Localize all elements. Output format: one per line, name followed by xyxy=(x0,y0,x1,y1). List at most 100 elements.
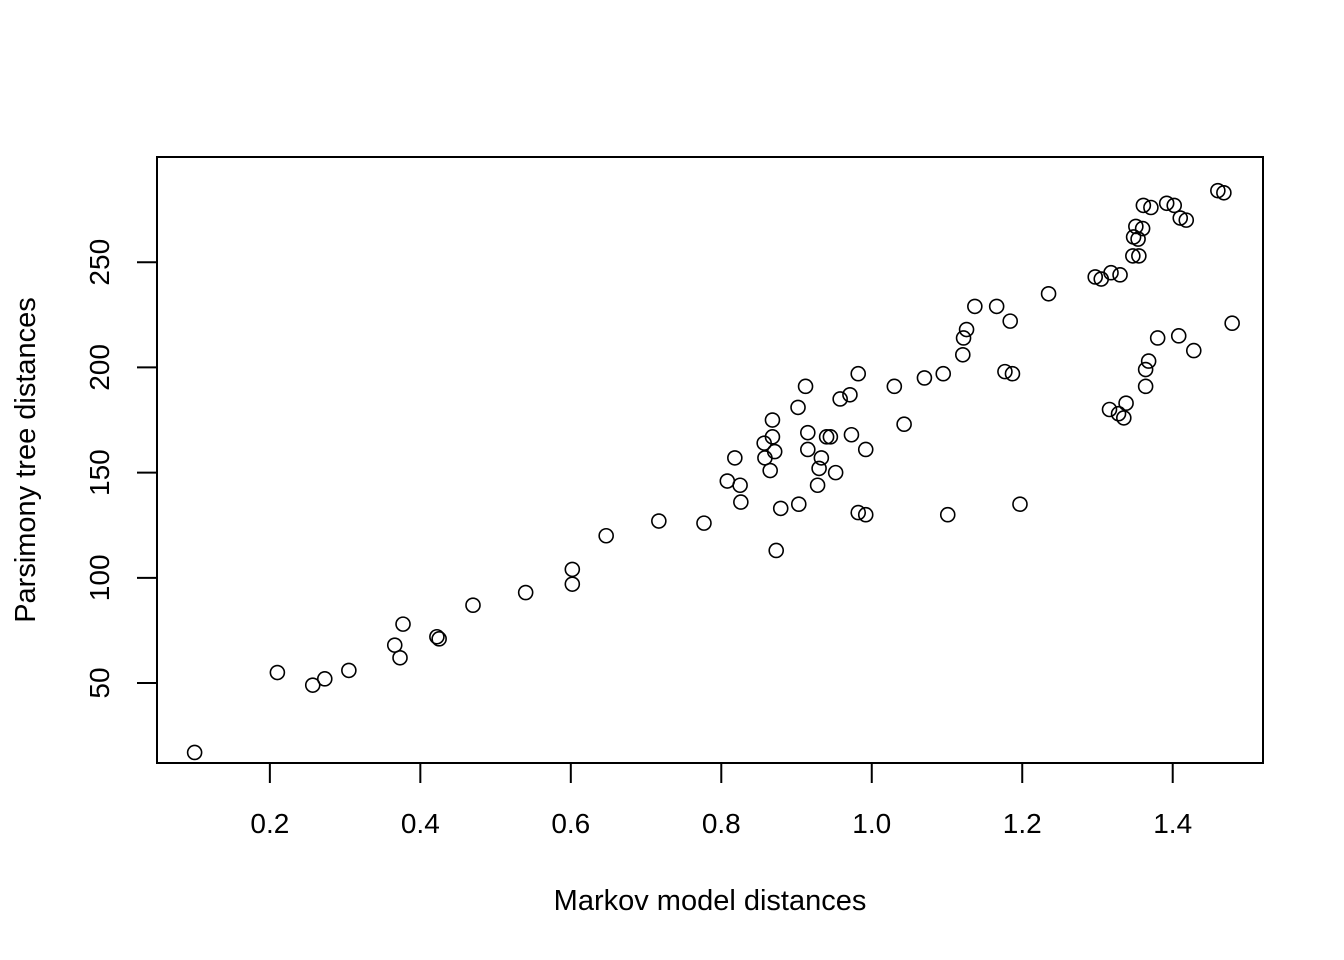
data-point xyxy=(857,441,874,458)
data-point xyxy=(809,477,826,494)
data-point xyxy=(1137,361,1154,378)
data-point xyxy=(1224,315,1240,332)
data-point xyxy=(762,462,778,479)
data-point xyxy=(696,515,712,531)
data-point xyxy=(800,424,816,441)
data-point xyxy=(827,464,844,481)
data-point xyxy=(431,631,447,647)
data-point xyxy=(939,506,956,523)
data-point xyxy=(1134,220,1151,237)
data-point xyxy=(842,386,858,403)
data-point xyxy=(1140,353,1157,369)
data-point xyxy=(395,616,411,632)
data-point xyxy=(935,365,952,382)
data-point xyxy=(967,298,983,315)
data-point xyxy=(1185,342,1202,359)
data-point xyxy=(304,677,321,693)
data-point xyxy=(811,460,827,477)
y-tick-label: 100 xyxy=(84,554,115,601)
y-axis-label: Parsimony tree distances xyxy=(10,297,42,623)
data-point xyxy=(797,378,814,395)
data-point xyxy=(1135,197,1152,214)
data-point xyxy=(1118,395,1134,411)
data-point xyxy=(800,441,816,458)
data-point xyxy=(857,506,874,523)
data-point xyxy=(517,584,534,601)
data-point xyxy=(768,542,785,559)
x-tick-label: 1.2 xyxy=(1003,808,1042,839)
data-point xyxy=(850,365,867,382)
data-point xyxy=(1158,195,1175,212)
data-point xyxy=(269,664,286,681)
data-point xyxy=(1128,218,1144,235)
data-point xyxy=(1112,267,1128,283)
data-point xyxy=(186,744,203,761)
data-point xyxy=(850,504,867,521)
data-points xyxy=(186,182,1240,761)
x-tick-label: 1.0 xyxy=(852,808,891,839)
data-point xyxy=(316,671,333,687)
x-tick-label: 0.6 xyxy=(551,808,590,839)
x-tick-label: 0.8 xyxy=(702,808,741,839)
data-point xyxy=(732,477,748,494)
x-tick-label: 0.4 xyxy=(401,808,440,839)
data-point xyxy=(958,321,975,338)
data-point xyxy=(465,597,481,613)
x-tick-label: 0.2 xyxy=(250,808,289,839)
data-point xyxy=(1012,496,1028,512)
data-point xyxy=(598,527,614,544)
data-point xyxy=(564,576,581,592)
data-point xyxy=(1004,365,1021,382)
data-point xyxy=(564,561,581,578)
data-point xyxy=(1103,264,1119,281)
data-point xyxy=(766,443,783,460)
data-point xyxy=(813,450,830,466)
data-point xyxy=(832,391,848,407)
data-point xyxy=(429,628,445,645)
y-tick-label: 200 xyxy=(84,344,115,391)
data-point xyxy=(790,496,807,512)
y-tick-label: 50 xyxy=(84,667,115,698)
data-point xyxy=(1149,330,1166,346)
data-point xyxy=(1131,248,1147,264)
data-point xyxy=(955,330,972,346)
data-point xyxy=(916,370,933,386)
data-point xyxy=(790,399,806,416)
data-point xyxy=(727,450,743,466)
data-point xyxy=(1178,212,1195,228)
data-point xyxy=(1116,410,1132,426)
data-point xyxy=(1166,197,1183,214)
data-point xyxy=(341,662,357,679)
data-point xyxy=(954,346,971,363)
data-point xyxy=(822,429,839,445)
data-point xyxy=(1137,378,1154,395)
data-point xyxy=(1130,231,1146,247)
x-tick-label: 1.4 xyxy=(1153,808,1192,839)
data-point xyxy=(764,412,781,428)
data-point xyxy=(764,429,781,445)
data-point xyxy=(886,378,903,395)
data-point xyxy=(733,494,749,510)
y-tick-label: 150 xyxy=(84,449,115,496)
data-point xyxy=(818,429,835,445)
data-point xyxy=(719,473,736,489)
data-point xyxy=(651,513,667,529)
data-point xyxy=(1040,285,1057,302)
data-point xyxy=(1002,313,1019,329)
data-point xyxy=(1216,184,1232,201)
data-point xyxy=(1143,199,1159,216)
data-point xyxy=(997,363,1013,380)
data-point xyxy=(1110,405,1127,422)
data-point xyxy=(1101,401,1118,418)
data-point xyxy=(988,298,1005,315)
x-axis: 0.2 0.4 0.6 0.8 1.0 1.2 1.4 xyxy=(250,762,1192,839)
x-axis-label: Markov model distances xyxy=(554,885,867,917)
data-point xyxy=(1125,248,1141,264)
y-axis: 50 100 150 200 250 xyxy=(84,239,158,699)
data-point xyxy=(772,500,789,517)
y-tick-label: 250 xyxy=(84,239,115,286)
data-point xyxy=(843,426,860,443)
data-point xyxy=(896,416,912,433)
data-point xyxy=(392,649,408,666)
